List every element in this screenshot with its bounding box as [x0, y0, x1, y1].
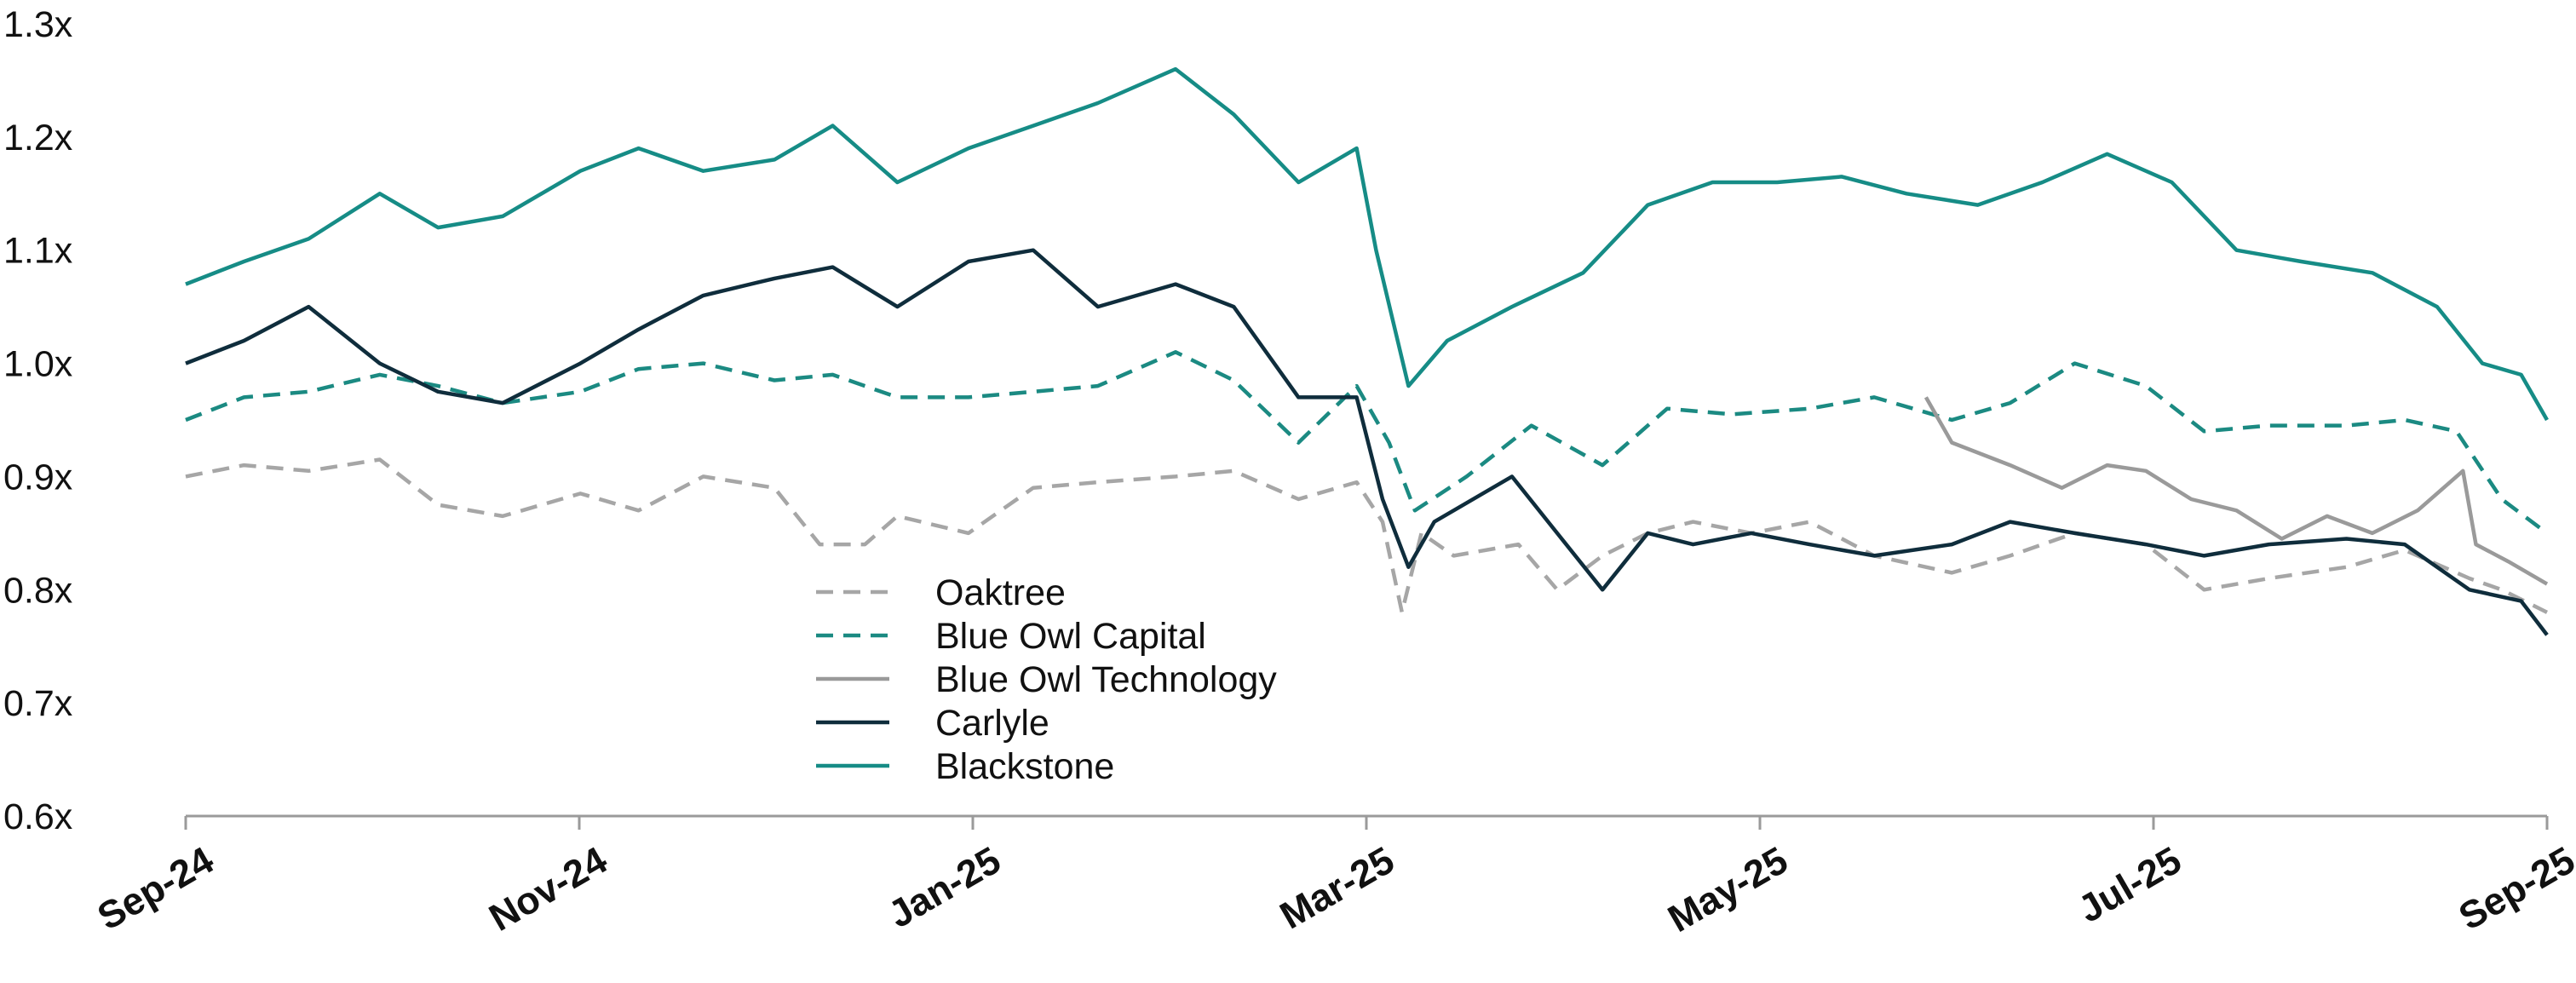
x-tick-label: May-25 — [1660, 838, 1795, 940]
y-tick-label: 1.2x — [3, 118, 73, 158]
plot-series — [185, 66, 2549, 636]
series-line-carlyle — [185, 248, 2549, 636]
y-axis-labels: 0.6x 0.7x 0.8x 0.9x 1.0x 1.1x 1.2x 1.3x — [3, 4, 73, 837]
x-tick-label: Jul-25 — [2071, 838, 2188, 931]
y-tick-label: 0.6x — [3, 796, 73, 837]
y-tick-label: 0.8x — [3, 570, 73, 611]
series-line-blue-owl-capital — [185, 350, 2549, 535]
x-tick-label: Sep-25 — [2452, 838, 2576, 939]
x-tick-label: Jan-25 — [881, 838, 1008, 936]
y-tick-label: 0.7x — [3, 683, 73, 724]
legend-label: Carlyle — [935, 703, 1049, 744]
series-line-blackstone — [185, 66, 2549, 422]
x-axis-ticks — [184, 816, 2549, 830]
legend-label: Blue Owl Capital — [935, 616, 1206, 657]
x-tick-label: Mar-25 — [1273, 838, 1401, 938]
y-tick-label: 1.1x — [3, 231, 73, 272]
series-line-blue-owl-technology — [1923, 396, 2549, 586]
y-tick-label: 1.3x — [3, 4, 73, 45]
legend-label: Blackstone — [935, 746, 1114, 787]
x-tick-label: Sep-24 — [90, 838, 221, 939]
y-tick-label: 1.0x — [3, 344, 73, 385]
x-axis-labels: Sep-24 Nov-24 Jan-25 Mar-25 May-25 Jul-25 Sep-… — [90, 838, 2576, 940]
y-tick-label: 0.9x — [3, 457, 73, 497]
x-tick-label: Nov-24 — [482, 838, 614, 940]
legend-label: Oaktree — [935, 572, 1066, 613]
series-line-oaktree — [185, 457, 2549, 615]
legend-label: Blue Owl Technology — [935, 659, 1277, 700]
